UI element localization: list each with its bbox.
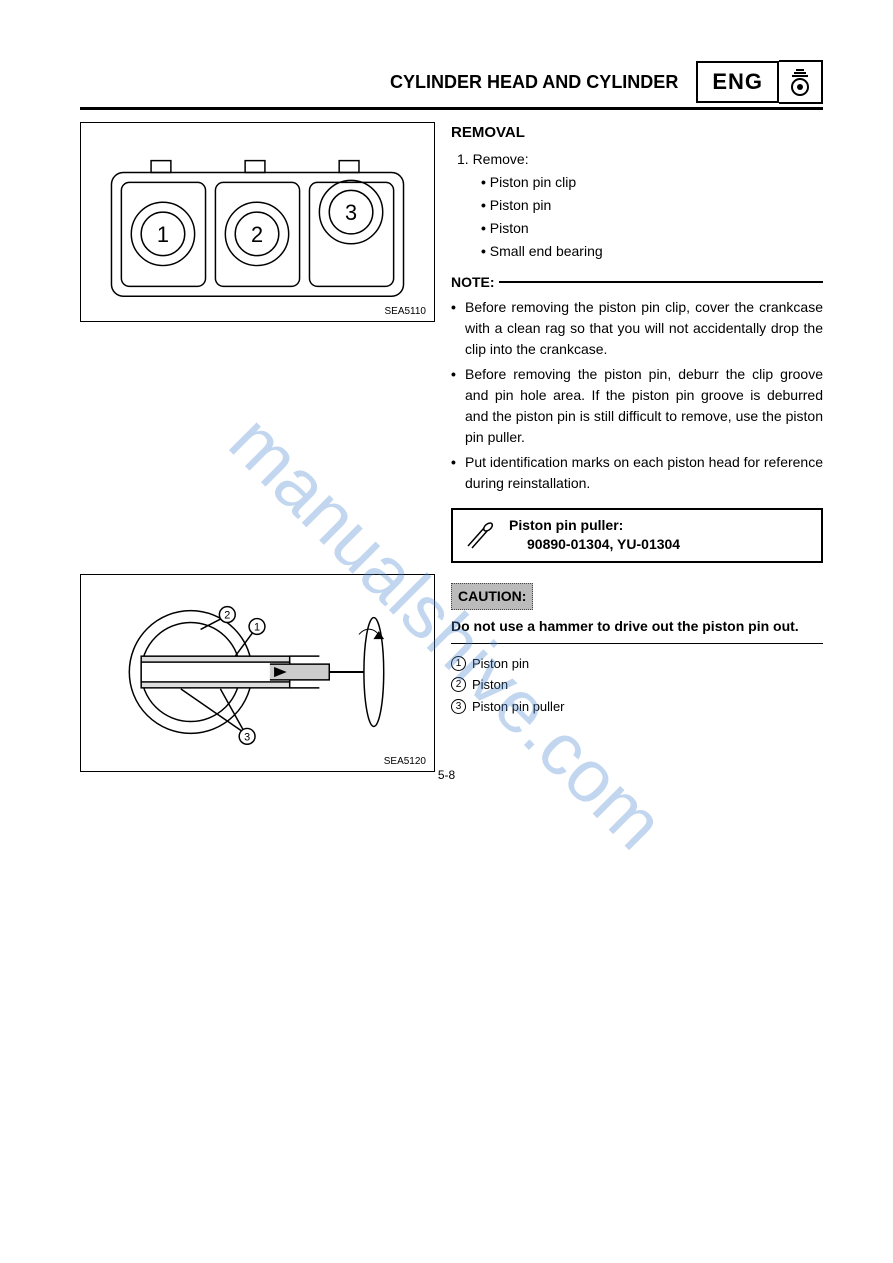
list-item: Piston (481, 218, 823, 239)
legend-item: 1 Piston pin (451, 654, 823, 674)
svg-text:2: 2 (224, 610, 230, 622)
svg-text:2: 2 (251, 222, 263, 247)
note-item: Put identification marks on each piston … (451, 452, 823, 494)
figure-label: SEA5120 (384, 756, 426, 767)
tool-part-number: 90890-01304, YU-01304 (509, 535, 680, 555)
svg-text:1: 1 (157, 222, 169, 247)
caution-divider (451, 643, 823, 644)
section-badge: ENG (696, 61, 779, 103)
caution-text: Do not use a hammer to drive out the pis… (451, 616, 823, 637)
note-label: NOTE: (451, 272, 495, 293)
text-column: REMOVAL 1. Remove: Piston pin clip Pisto… (451, 122, 823, 772)
list-item: Piston pin clip (481, 172, 823, 193)
tool-icon (459, 520, 499, 550)
figure-label: SEA5110 (384, 306, 426, 317)
list-item: Piston pin (481, 195, 823, 216)
legend-item: 2 Piston (451, 675, 823, 695)
note-heading: NOTE: (451, 272, 823, 293)
legend-number-icon: 3 (451, 699, 466, 714)
list-item: Small end bearing (481, 241, 823, 262)
manual-page: CYLINDER HEAD AND CYLINDER ENG (0, 0, 893, 812)
svg-text:3: 3 (345, 200, 357, 225)
tool-text: Piston pin puller: 90890-01304, YU-01304 (509, 516, 680, 555)
figure-pin-puller: 1 2 3 SEA5120 (80, 574, 435, 772)
page-number: 5-8 (438, 768, 455, 782)
tool-name: Piston pin puller: (509, 516, 680, 536)
legend-list: 1 Piston pin 2 Piston 3 Piston pin pulle… (451, 654, 823, 717)
note-item: Before removing the piston pin clip, cov… (451, 297, 823, 360)
legend-text: Piston pin (472, 654, 529, 674)
note-item: Before removing the piston pin, deburr t… (451, 364, 823, 448)
figure-column: 1 2 3 SEA5110 (80, 122, 435, 772)
legend-text: Piston pin puller (472, 697, 565, 717)
page-title: CYLINDER HEAD AND CYLINDER (80, 72, 686, 93)
note-list: Before removing the piston pin clip, cov… (451, 297, 823, 494)
legend-text: Piston (472, 675, 508, 695)
caution-heading: CAUTION: (451, 583, 533, 610)
svg-text:1: 1 (254, 621, 260, 633)
svg-text:3: 3 (244, 731, 250, 743)
engine-icon (779, 60, 823, 104)
removal-heading: REMOVAL (451, 122, 823, 145)
note-divider (499, 281, 823, 283)
header-divider (80, 107, 823, 110)
step-label: 1. Remove: (457, 149, 823, 170)
figure-cylinder-block: 1 2 3 SEA5110 (80, 122, 435, 322)
tool-callout: Piston pin puller: 90890-01304, YU-01304 (451, 508, 823, 563)
legend-number-icon: 1 (451, 656, 466, 671)
legend-item: 3 Piston pin puller (451, 697, 823, 717)
legend-number-icon: 2 (451, 677, 466, 692)
page-header: CYLINDER HEAD AND CYLINDER ENG (80, 60, 823, 104)
removal-item-list: Piston pin clip Piston pin Piston Small … (481, 172, 823, 262)
